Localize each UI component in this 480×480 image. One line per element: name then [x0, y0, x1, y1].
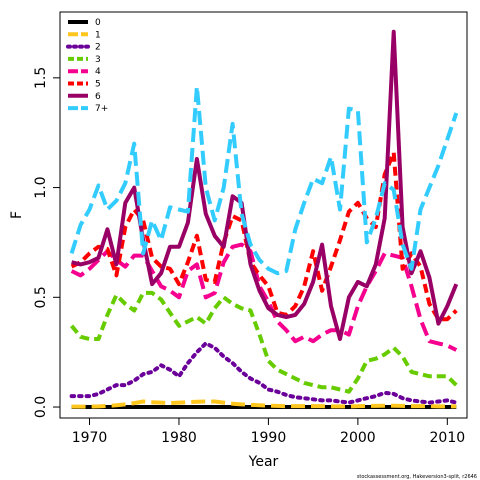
- series-line-6: [71, 29, 459, 341]
- plot-frame: [59, 11, 468, 419]
- y-axis: 0.0 0.5 1.0 1.5: [33, 67, 60, 418]
- x-tick-label: 1980: [161, 430, 197, 446]
- x-tick-label: 1970: [72, 430, 108, 446]
- y-tick-label: 0.0: [33, 396, 49, 418]
- y-axis-title: F: [9, 211, 25, 219]
- x-tick-label: 2010: [430, 430, 466, 446]
- legend: 0 1 2 3 4 5 6 7+: [66, 18, 108, 114]
- series-line-7plus: [69, 84, 459, 276]
- series-line-2: [69, 341, 459, 405]
- legend-label: 1: [95, 30, 101, 40]
- x-axis: 1970 1980 1990 2000 2010: [72, 418, 465, 446]
- series-line-3: [70, 290, 458, 394]
- legend-label: 7+: [95, 104, 108, 114]
- series-line-4: [70, 242, 458, 352]
- legend-label: 6: [95, 92, 101, 102]
- legend-label: 5: [95, 80, 101, 90]
- series-line-5: [70, 150, 458, 322]
- legend-label: 0: [95, 18, 101, 28]
- x-tick-label: 2000: [340, 430, 376, 446]
- legend-label: 3: [95, 55, 101, 65]
- y-tick-label: 1.5: [33, 67, 49, 89]
- y-tick-label: 0.5: [33, 286, 49, 308]
- y-tick-label: 1.0: [33, 176, 49, 198]
- x-axis-title: Year: [248, 454, 279, 470]
- legend-label: 4: [95, 67, 101, 77]
- series-line-1: [71, 399, 457, 409]
- plot-lines: [69, 29, 459, 409]
- credit-text: stockassessment.org, Hakeversion3-split,…: [357, 474, 477, 480]
- x-tick-label: 1990: [251, 430, 287, 446]
- legend-label: 2: [95, 43, 101, 53]
